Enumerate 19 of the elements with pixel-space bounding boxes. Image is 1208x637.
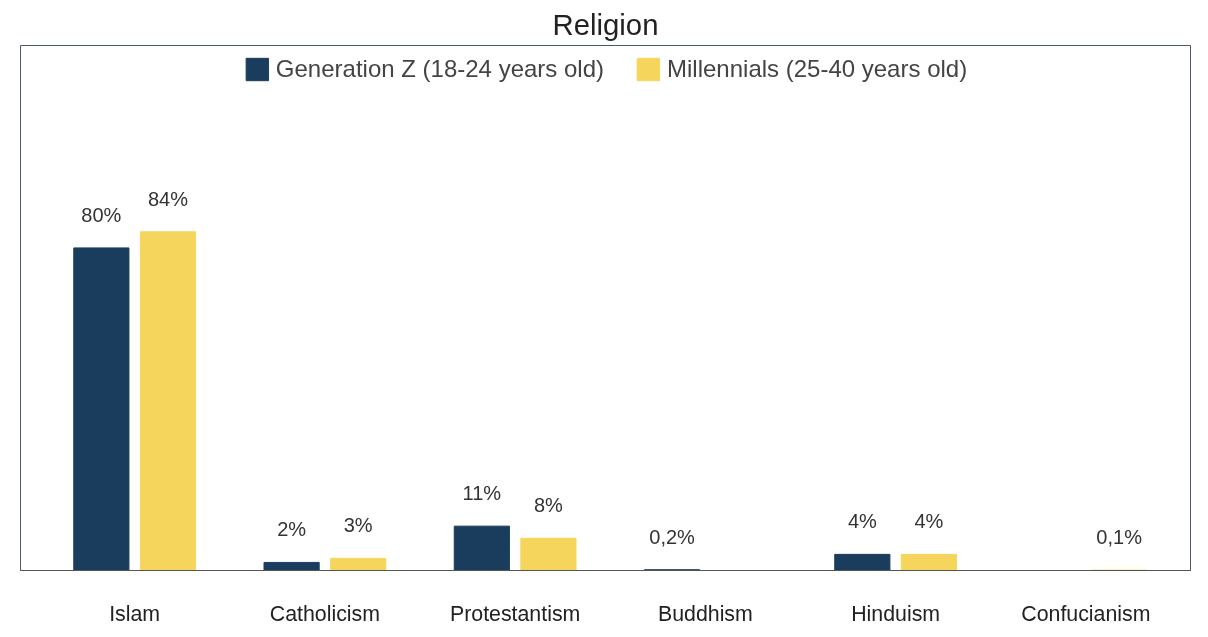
data-label: 3%	[343, 514, 373, 537]
data-label: 4%	[847, 510, 877, 533]
data-label: 8%	[533, 494, 564, 517]
data-label: 0,2%	[649, 525, 696, 548]
chart-title: Religion	[552, 7, 659, 41]
x-tick-label: Confucianism	[1021, 601, 1151, 626]
x-tick-label: Buddhism	[657, 601, 753, 626]
data-label: 11%	[462, 482, 502, 505]
legend-label: Generation Z (18-24 years old)	[275, 55, 605, 83]
x-tick-label: Catholicism	[269, 601, 381, 626]
x-tick-label: Protestantism	[449, 601, 581, 626]
x-tick-label: Islam	[109, 601, 161, 626]
data-label: 0,1%	[1096, 526, 1143, 549]
data-label: 80%	[81, 203, 122, 226]
x-tick-label: Hinduism	[851, 601, 941, 626]
legend-label: Millennials (25-40 years old)	[667, 55, 968, 83]
data-label: 2%	[277, 518, 307, 541]
data-label: 84%	[147, 187, 189, 210]
data-label: 4%	[914, 510, 944, 533]
